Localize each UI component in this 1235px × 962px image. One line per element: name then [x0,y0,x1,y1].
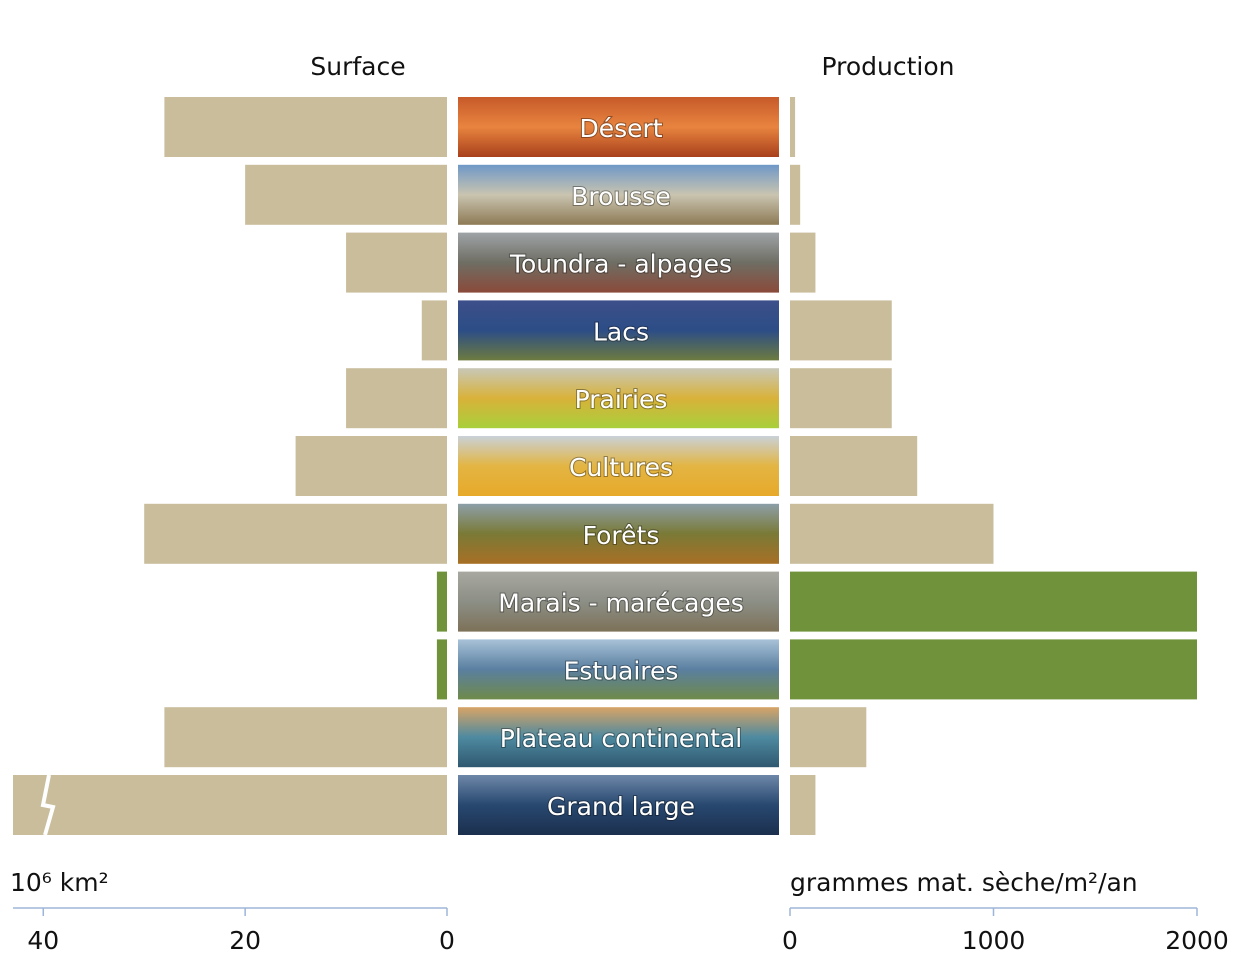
bar [346,232,447,293]
category-label: Brousse [571,182,670,211]
bar [790,503,994,564]
category-label: Marais - marécages [498,589,744,618]
category-label: Cultures [569,453,673,482]
x-tick-label: 1000 [962,926,1026,955]
bar [790,97,796,157]
category-picture [458,639,779,700]
bar [421,300,447,361]
bar [790,707,867,768]
category-picture [458,368,779,429]
bar [790,368,892,429]
category-label: Prairies [575,385,668,414]
category-label: Estuaires [564,656,679,685]
category-picture [458,571,779,632]
bar [790,164,801,225]
bar [790,300,892,361]
category-label: Forêts [583,521,660,550]
bar [790,436,918,496]
bar [790,775,816,835]
category-picture [458,300,779,361]
bar [346,368,447,429]
right-axis-label: grammes mat. sèche/m²/an [790,868,1138,897]
bar [13,775,447,835]
bar [436,639,447,700]
category-picture [458,707,779,768]
category-picture [458,232,779,293]
bar [164,707,447,768]
bar [790,232,816,293]
x-tick-label: 20 [229,926,261,955]
x-tick-label: 2000 [1165,926,1229,955]
bar [164,97,447,157]
category-label: Plateau continental [500,724,742,753]
category-picture [458,775,779,835]
category-picture [458,436,779,496]
category-picture [458,503,779,564]
x-tick-label: 0 [782,926,798,955]
left-axis-label: 10⁶ km² [10,868,109,897]
bar [144,503,448,564]
x-tick-label: 0 [439,926,455,955]
left-title: Surface [310,52,405,81]
category-label: Toundra - alpages [509,250,732,279]
bar [790,571,1197,632]
bar [245,164,447,225]
bar [790,639,1197,700]
category-label: Grand large [547,792,695,821]
category-label: Désert [579,114,662,143]
category-label: Lacs [593,317,649,346]
right-title: Production [821,52,954,81]
category-picture [458,164,779,225]
bar [295,436,447,496]
axis-break [40,774,56,836]
category-picture [458,97,779,157]
x-tick-label: 40 [27,926,59,955]
bar [436,571,447,632]
